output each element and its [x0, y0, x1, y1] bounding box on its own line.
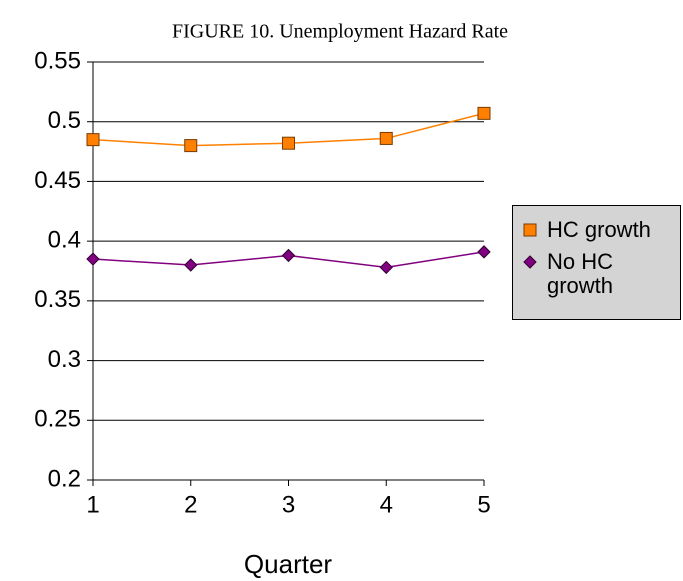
marker: [379, 131, 393, 145]
x-tick-label: 4: [380, 491, 393, 518]
marker: [184, 139, 198, 153]
marker: [379, 260, 393, 275]
chart-title: FIGURE 10. Unemployment Hazard Rate: [172, 21, 508, 43]
x-tick-label: 5: [477, 491, 490, 518]
legend-label: HC growth: [547, 217, 651, 242]
y-tick-label: 0.2: [48, 465, 81, 492]
x-tick-label: 3: [282, 491, 295, 518]
legend-entry: HC growth: [523, 218, 674, 242]
y-tick-label: 0.35: [34, 286, 81, 313]
marker: [523, 223, 537, 237]
legend-icon: [523, 255, 537, 269]
y-tick-label: 0.25: [34, 406, 81, 433]
legend-entry: No HC growth: [523, 250, 674, 298]
x-tick-label: 1: [86, 491, 99, 518]
legend-icon: [523, 223, 537, 237]
x-tick-label: 2: [184, 491, 197, 518]
marker: [523, 255, 537, 269]
y-tick-label: 0.3: [48, 346, 81, 373]
marker: [282, 136, 295, 150]
marker: [86, 252, 100, 266]
legend-label: No HC growth: [547, 249, 614, 298]
marker: [184, 258, 198, 272]
y-tick-label: 0.55: [34, 47, 81, 74]
y-tick-label: 0.4: [48, 226, 81, 253]
y-tick-label: 0.5: [48, 107, 81, 134]
legend: HC growth No HC growth: [512, 205, 681, 320]
y-tick-label: 0.45: [34, 167, 81, 194]
marker: [281, 248, 296, 263]
marker: [477, 106, 491, 120]
x-axis-label: Quarter: [244, 549, 332, 579]
marker: [86, 133, 100, 147]
marker: [477, 245, 491, 259]
